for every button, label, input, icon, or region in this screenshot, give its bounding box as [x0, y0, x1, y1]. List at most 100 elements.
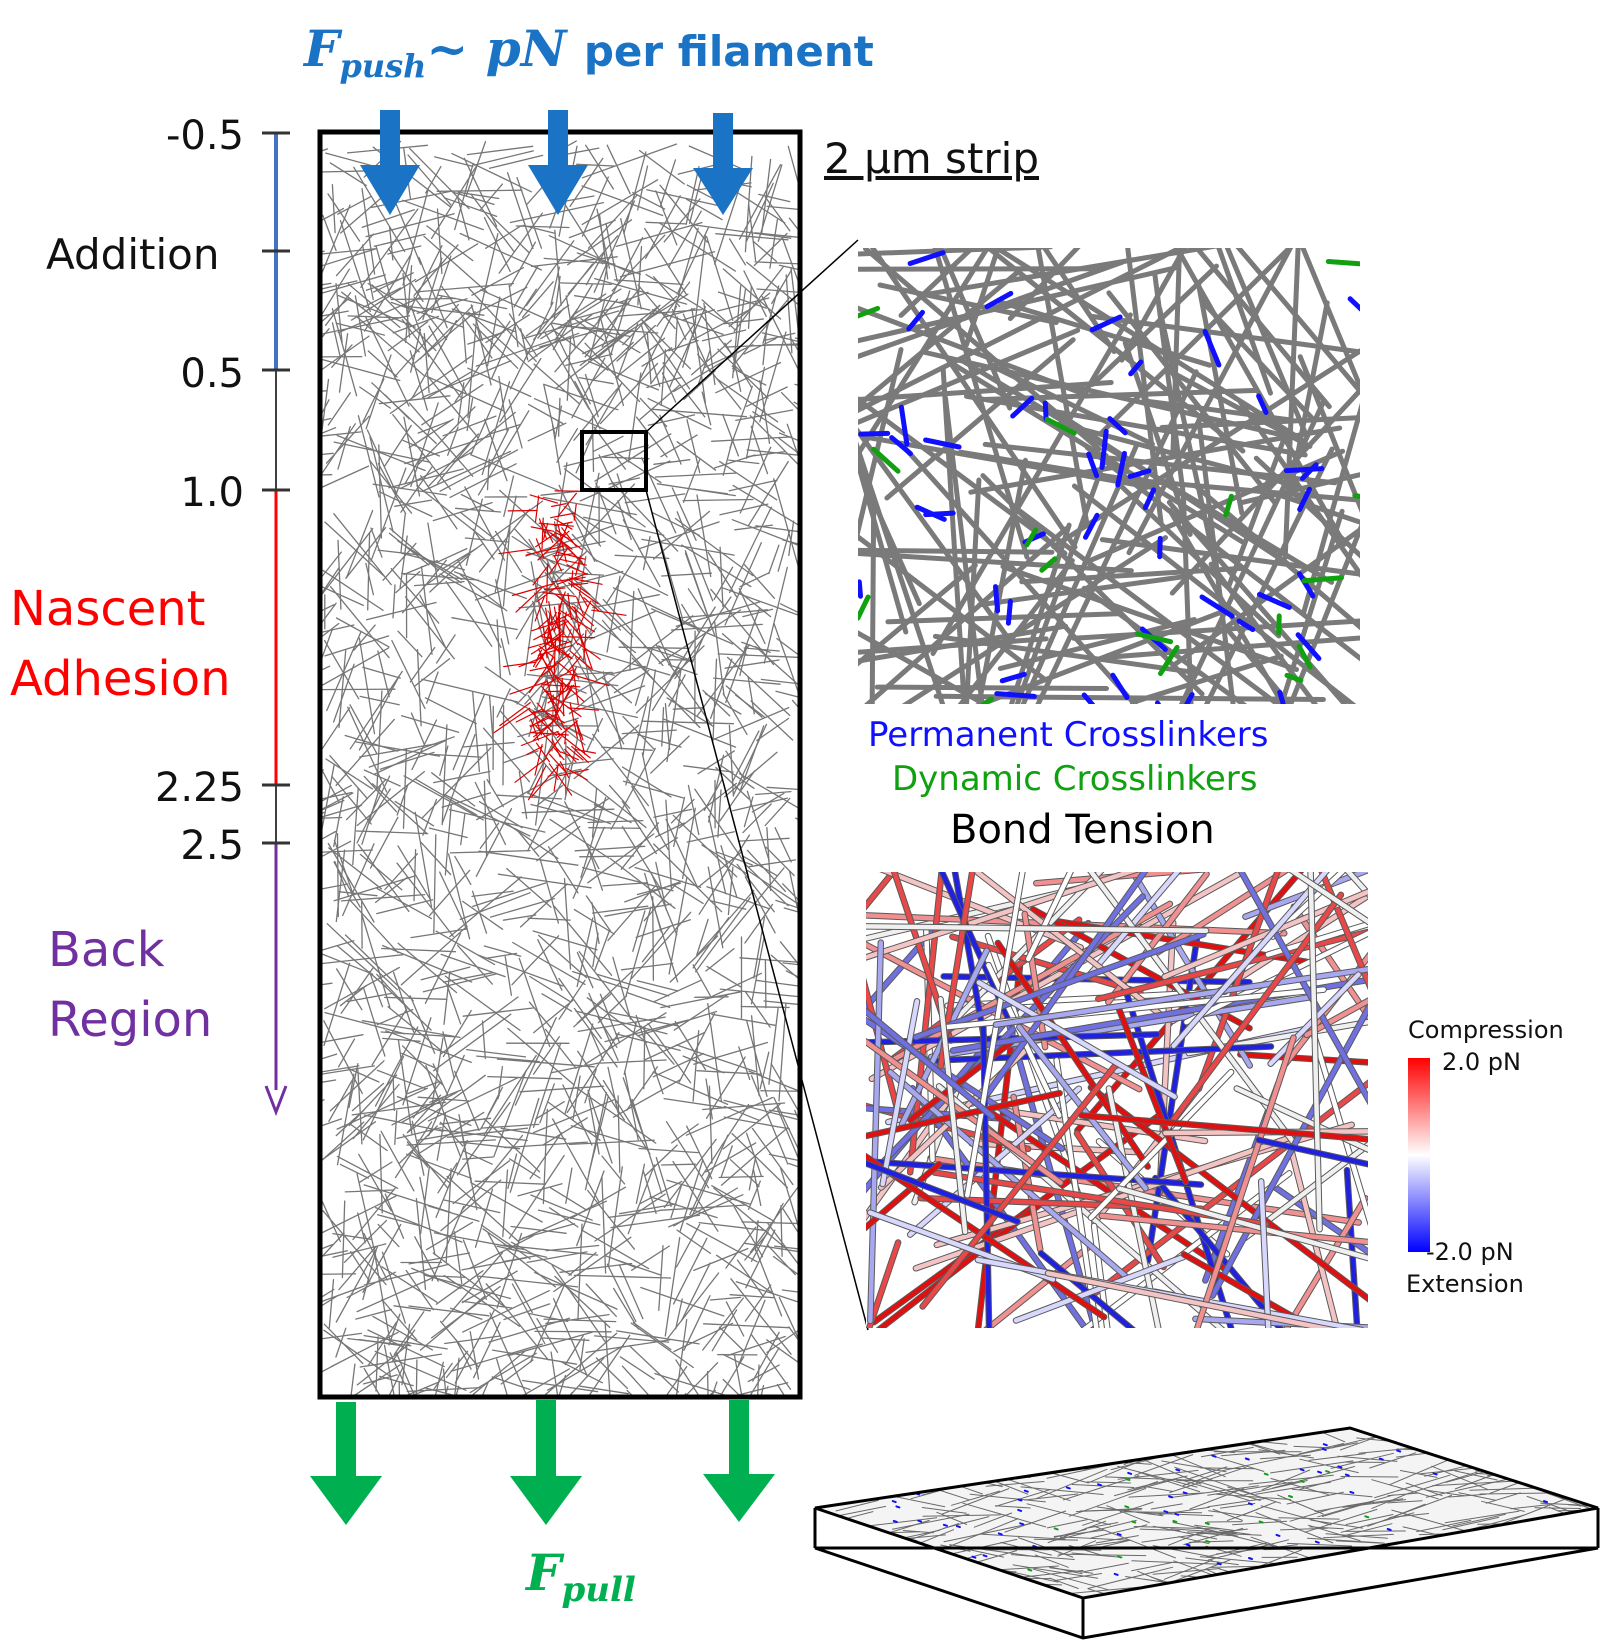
filament [479, 822, 500, 850]
filament [744, 1242, 800, 1253]
filament [518, 288, 537, 317]
filament [664, 1236, 681, 1337]
pull-arrows [310, 1400, 775, 1525]
nascent-filament [573, 503, 577, 521]
nascent-filament [493, 707, 531, 734]
filament [374, 1254, 391, 1343]
filament [641, 1399, 684, 1409]
permanent-crosslinker [1300, 462, 1319, 481]
slab-filament [1142, 1485, 1173, 1492]
filament [349, 670, 403, 750]
slab-filament [915, 1433, 991, 1442]
filament [595, 1357, 629, 1390]
filament [320, 1053, 338, 1060]
nascent-filament [541, 517, 544, 550]
strip-width-label: 2 μm strip [824, 134, 1040, 183]
filament [363, 253, 412, 332]
filament [735, 409, 794, 422]
filament [320, 952, 374, 975]
filament [671, 487, 697, 541]
filament [350, 1364, 401, 1397]
slab-filament [1106, 1452, 1146, 1459]
filament [550, 1351, 559, 1397]
slab-crosslinker [1185, 1543, 1191, 1547]
filament [453, 1231, 463, 1285]
filament [681, 1393, 687, 1397]
filament [348, 1062, 359, 1109]
filament [718, 1175, 764, 1179]
filament [461, 1270, 518, 1304]
slab-filament [1384, 1503, 1426, 1521]
filament [723, 318, 765, 325]
nascent-filament [557, 524, 567, 563]
filament [722, 413, 740, 457]
slab-filament [1087, 1566, 1174, 1589]
tension-colorbar [1408, 1058, 1430, 1252]
filament [350, 1363, 356, 1397]
slab-filament [1059, 1536, 1132, 1541]
filament [755, 525, 800, 533]
slab-crosslinker [1124, 1505, 1130, 1509]
filament [713, 620, 725, 696]
slab-filament [1449, 1458, 1499, 1462]
filament [396, 1095, 472, 1127]
slab-filament [1180, 1599, 1213, 1608]
filament [738, 591, 772, 618]
filament [447, 426, 459, 456]
slab-filament [1060, 1451, 1117, 1454]
filament [759, 1051, 770, 1090]
filament [402, 305, 485, 316]
slab-crosslinker [1314, 1540, 1320, 1544]
filament [756, 288, 800, 294]
filament [782, 1208, 800, 1237]
filament [346, 509, 374, 578]
filament [702, 1297, 744, 1351]
filament [410, 328, 422, 373]
filament [377, 549, 419, 556]
nascent-filament [576, 596, 584, 615]
filament [613, 669, 650, 694]
slab-filament [1139, 1528, 1180, 1531]
filament [405, 1153, 472, 1179]
filament [483, 780, 488, 858]
filament [514, 528, 575, 595]
slab-filament [1510, 1452, 1592, 1461]
tension-filament [976, 980, 1177, 1099]
slab-filament [1362, 1554, 1445, 1568]
filament [449, 876, 522, 938]
filament [760, 1090, 800, 1092]
tension-filament [866, 1008, 995, 1119]
filament [775, 690, 800, 699]
filament [721, 633, 748, 657]
filament [756, 1364, 760, 1397]
filament [798, 865, 800, 869]
tick-label: 2.25 [154, 765, 244, 811]
filament [422, 257, 443, 321]
filament [374, 877, 408, 904]
filament [431, 1205, 465, 1282]
filament [472, 528, 495, 560]
filament [483, 216, 511, 273]
filament [696, 889, 755, 957]
filament [376, 1214, 421, 1227]
filament [320, 248, 376, 268]
slab-filament [1496, 1591, 1535, 1598]
filament [539, 328, 604, 348]
filament [401, 1045, 444, 1086]
filament [443, 197, 498, 218]
slab-filament [860, 1476, 916, 1488]
filament [350, 1251, 371, 1283]
filament [675, 1298, 683, 1330]
filament [541, 1332, 618, 1397]
zoom-filament [858, 259, 1125, 360]
filament [326, 630, 362, 712]
filament [338, 333, 349, 393]
slab-crosslinker [1263, 1472, 1269, 1476]
zoom-filament [1159, 415, 1360, 430]
back-axis-arrowhead [264, 1085, 288, 1117]
filament [478, 801, 523, 829]
slab-filament [1168, 1528, 1209, 1546]
filament [399, 535, 408, 589]
filament [497, 873, 592, 889]
slab-filament [1046, 1519, 1088, 1529]
